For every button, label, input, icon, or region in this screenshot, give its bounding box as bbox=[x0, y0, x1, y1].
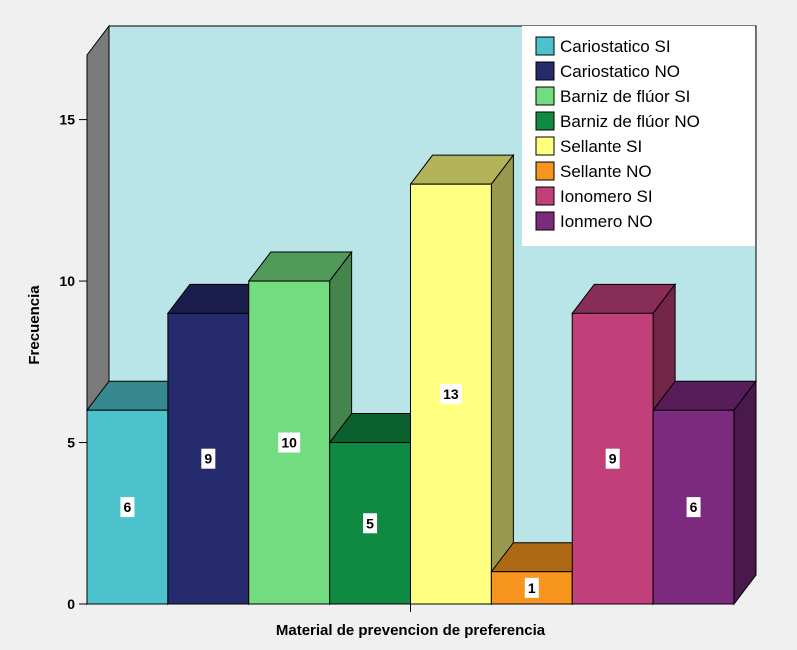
legend-swatch-0 bbox=[535, 36, 555, 56]
data-label-4: 13 bbox=[443, 386, 459, 402]
y-tick-label-1: 5 bbox=[67, 435, 75, 451]
legend-label-0: Cariostatico SI bbox=[560, 37, 671, 56]
data-label-bg-4 bbox=[439, 384, 462, 405]
legend-label-1: Cariostatico NO bbox=[560, 62, 680, 81]
data-label-2: 10 bbox=[281, 435, 297, 451]
data-label-3: 5 bbox=[366, 515, 374, 531]
legend-box bbox=[522, 26, 755, 246]
data-label-1: 9 bbox=[204, 451, 212, 467]
legend-swatch-7 bbox=[535, 211, 555, 231]
legend-label-7: Ionmero NO bbox=[560, 212, 653, 231]
data-label-bg-7 bbox=[686, 497, 701, 518]
legend-swatch-5 bbox=[535, 161, 555, 181]
legend-label-2: Barniz de flúor SI bbox=[560, 87, 690, 106]
y-tick-label-0: 0 bbox=[67, 596, 75, 612]
data-label-7: 6 bbox=[690, 499, 698, 515]
y-axis-title: Frecuencia bbox=[26, 285, 43, 365]
legend-swatch-1 bbox=[535, 61, 555, 81]
y-tick-label-3: 15 bbox=[59, 112, 75, 128]
data-label-bg-2 bbox=[278, 432, 301, 453]
legend-label-4: Sellante SI bbox=[560, 137, 642, 156]
y-tick-label-2: 10 bbox=[59, 273, 75, 289]
legend-swatch-2 bbox=[535, 86, 555, 106]
data-label-bg-5 bbox=[524, 577, 539, 598]
data-label-bg-6 bbox=[605, 448, 620, 469]
data-label-6: 9 bbox=[609, 451, 617, 467]
data-label-bg-1 bbox=[201, 448, 216, 469]
data-label-bg-3 bbox=[363, 513, 378, 534]
bar-side-4 bbox=[490, 153, 514, 606]
data-label-5: 1 bbox=[528, 580, 536, 596]
bar-side-7 bbox=[733, 379, 757, 606]
legend-swatch-3 bbox=[535, 111, 555, 131]
legend-label-5: Sellante NO bbox=[560, 162, 652, 181]
data-label-0: 6 bbox=[124, 499, 132, 515]
legend-swatch-4 bbox=[535, 136, 555, 156]
x-axis-title: Material de prevencion de preferencia bbox=[276, 622, 546, 639]
data-label-bg-0 bbox=[120, 497, 135, 518]
legend-label-6: Ionomero SI bbox=[560, 187, 653, 206]
legend-swatch-6 bbox=[535, 186, 555, 206]
legend-label-3: Barniz de flúor NO bbox=[560, 112, 700, 131]
